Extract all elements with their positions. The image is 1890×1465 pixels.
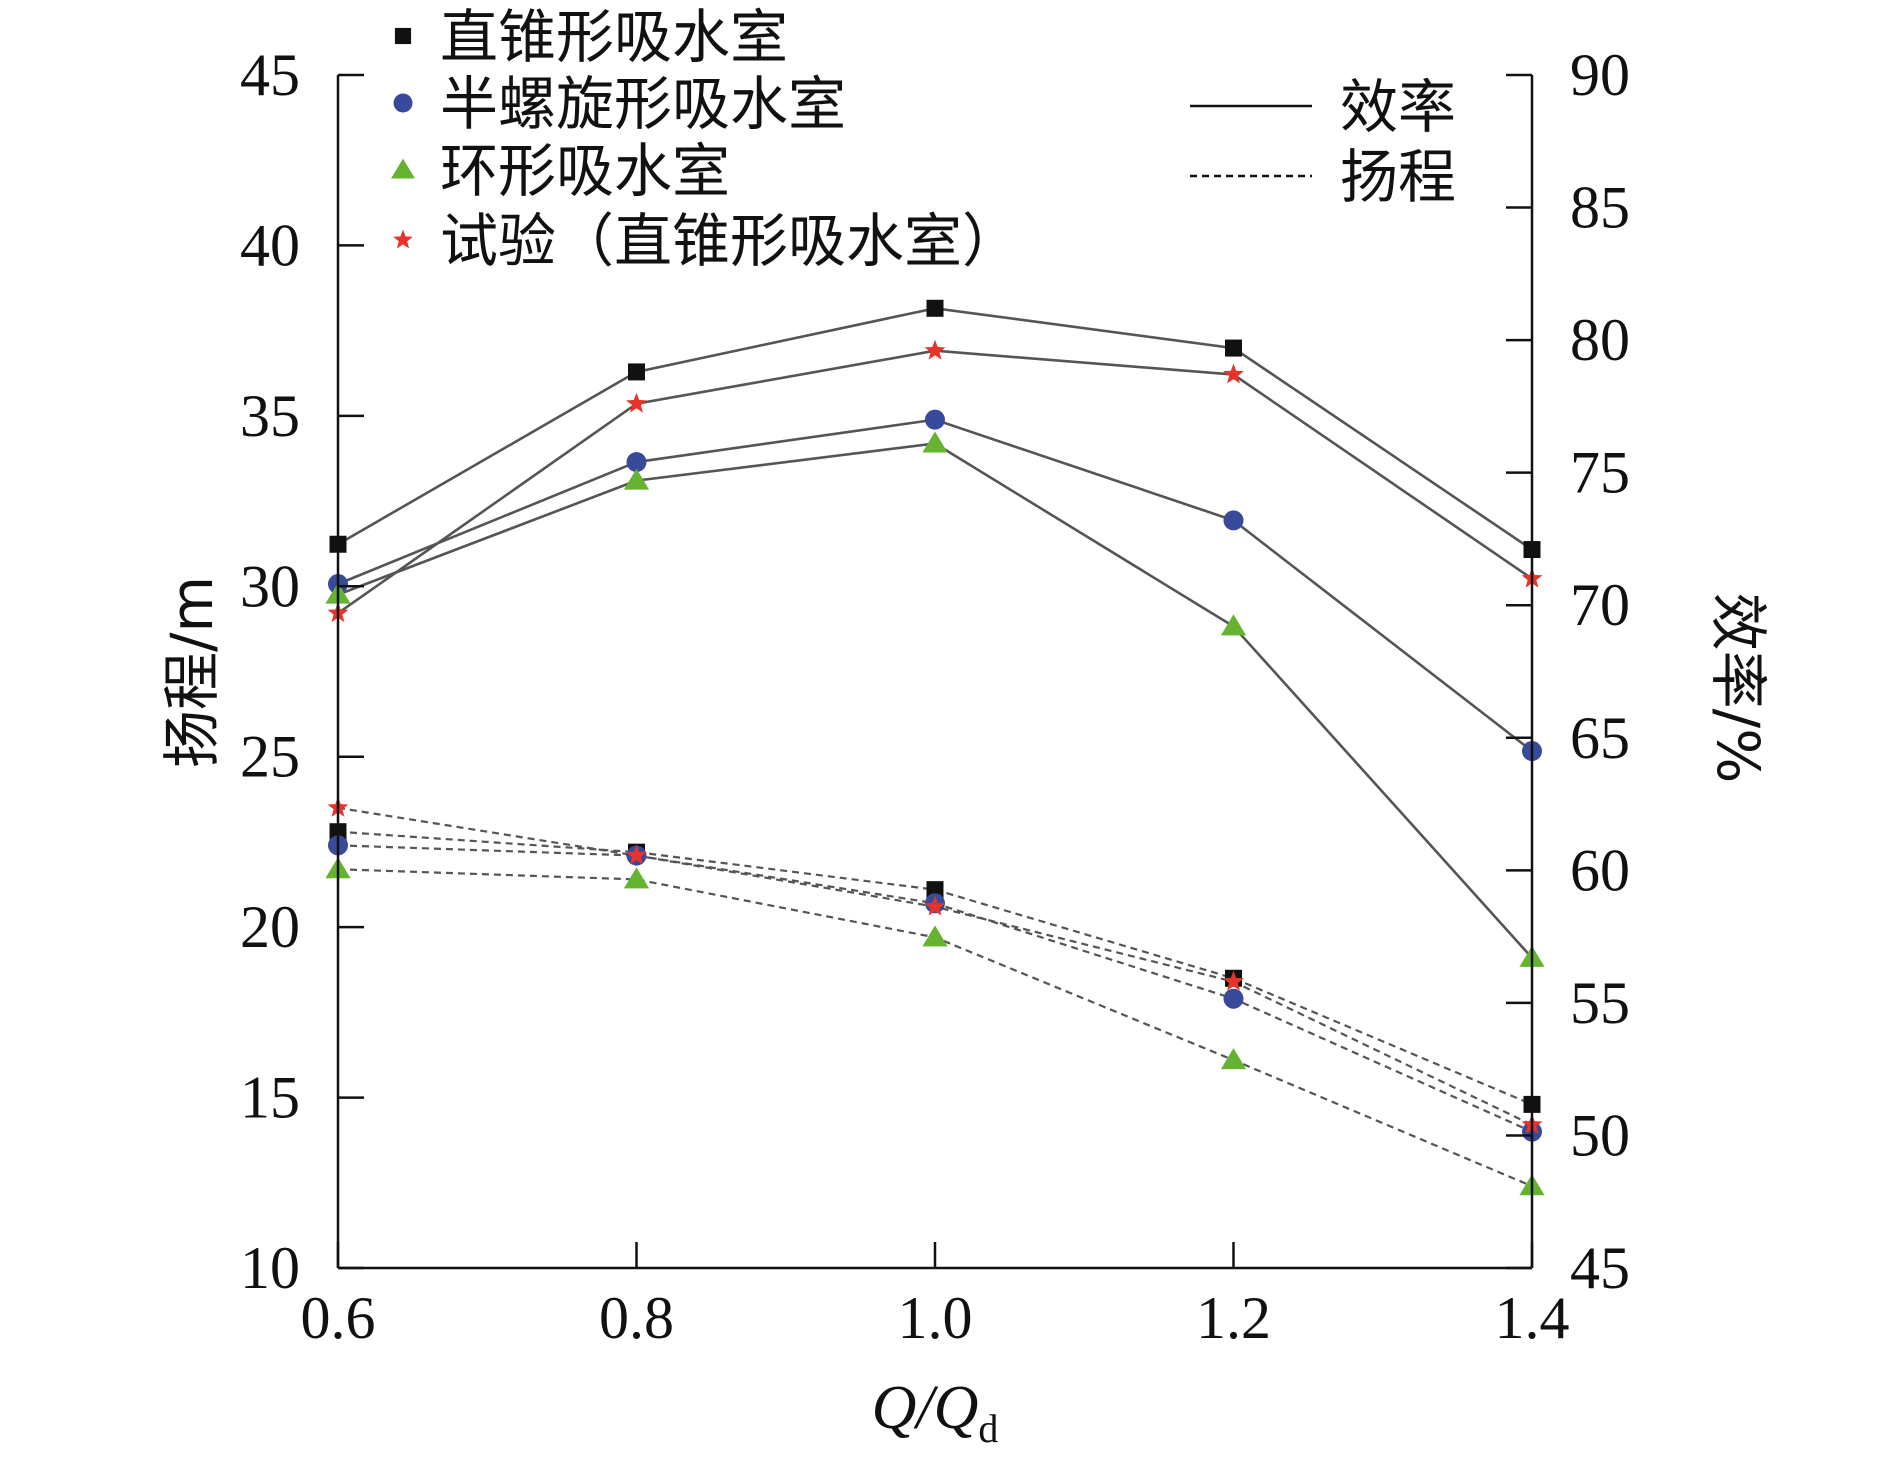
x-tick-label: 0.6 [301, 1285, 376, 1351]
left-tick-label: 10 [240, 1235, 300, 1301]
x-tick-label: 1.4 [1495, 1285, 1570, 1351]
legend-label-2: 环形吸水室 [440, 137, 730, 205]
efficiency-point-s2-1 [623, 468, 650, 490]
x-axis-title-sub: d [978, 1406, 998, 1451]
right-tick-label: 60 [1570, 837, 1630, 903]
left-tick-label: 30 [240, 553, 300, 619]
efficiency-point-s1-3 [1223, 510, 1244, 531]
x-tick-label: 1.0 [898, 1285, 973, 1351]
efficiency-line-series-1 [337, 418, 1533, 753]
efficiency-line-series-3 [337, 349, 1533, 615]
efficiency-point-s3-2 [924, 339, 946, 360]
line-legend-label-0: 效率 [1340, 73, 1456, 141]
efficiency-point-s0-1 [628, 363, 645, 381]
left-tick-label: 25 [240, 724, 300, 790]
head-point-s3-2 [924, 895, 946, 916]
left-tick-label: 20 [240, 894, 300, 960]
left-tick-label: 45 [240, 42, 300, 108]
left-tick-label: 15 [240, 1065, 300, 1131]
legend-label-3: 试验（直锥形吸水室） [440, 207, 1020, 275]
head-point-s2-3 [1220, 1048, 1247, 1070]
efficiency-point-s0-3 [1225, 339, 1242, 357]
efficiency-point-s0-2 [926, 299, 944, 317]
efficiency-point-s3-1 [626, 392, 647, 413]
efficiency-line-series-2 [337, 442, 1533, 959]
x-tick-label: 0.8 [599, 1285, 674, 1351]
left-tick-label: 35 [240, 383, 300, 449]
legend-marker-2 [391, 158, 415, 179]
right-tick-label: 90 [1570, 42, 1630, 108]
efficiency-point-s2-2 [922, 431, 948, 453]
efficiency-point-s1-1 [626, 452, 647, 473]
legend-marker-1 [393, 93, 413, 113]
x-axis-title: Q/Qd [872, 1374, 999, 1451]
head-point-s3-1 [626, 844, 647, 865]
efficiency-point-s3-3 [1223, 363, 1244, 384]
right-tick-label: 45 [1570, 1235, 1630, 1301]
head-point-s2-2 [922, 925, 948, 947]
right-axis-title: 效率/% [1704, 593, 1772, 784]
x-tick-label: 1.2 [1196, 1285, 1271, 1351]
right-tick-label: 80 [1570, 307, 1630, 373]
right-tick-label: 50 [1570, 1102, 1630, 1168]
head-point-s2-1 [623, 867, 650, 889]
head-point-s1-3 [1223, 988, 1244, 1009]
legend-label-1: 半螺旋形吸水室 [440, 70, 846, 138]
efficiency-point-s2-3 [1220, 614, 1247, 636]
right-tick-label: 55 [1570, 970, 1630, 1036]
right-tick-label: 70 [1570, 572, 1630, 638]
head-line-series-2 [337, 868, 1533, 1188]
head-point-s3-3 [1223, 970, 1244, 991]
head-line-series-0 [337, 830, 1533, 1106]
axes-layer: 10 15 20 25 30 35 40 45 45 50 55 60 65 70 75 80 85 90 0.6 0… [158, 42, 1772, 1451]
legend-marker-0 [394, 27, 412, 45]
head-line-series-3 [337, 806, 1533, 1126]
efficiency-point-s1-2 [925, 409, 945, 430]
legend-label-0: 直锥形吸水室 [440, 3, 788, 71]
right-tick-label: 65 [1570, 705, 1630, 771]
head-point-s0-2 [926, 881, 944, 899]
legend-marker-3 [393, 229, 413, 249]
left-tick-label: 40 [240, 212, 300, 278]
left-axis-title: 扬程/m [158, 576, 226, 768]
line-legend-label-1: 扬程 [1340, 143, 1456, 211]
x-axis-title-main: Q/Q [872, 1374, 979, 1442]
right-tick-label: 85 [1570, 175, 1630, 241]
right-tick-label: 75 [1570, 440, 1630, 506]
